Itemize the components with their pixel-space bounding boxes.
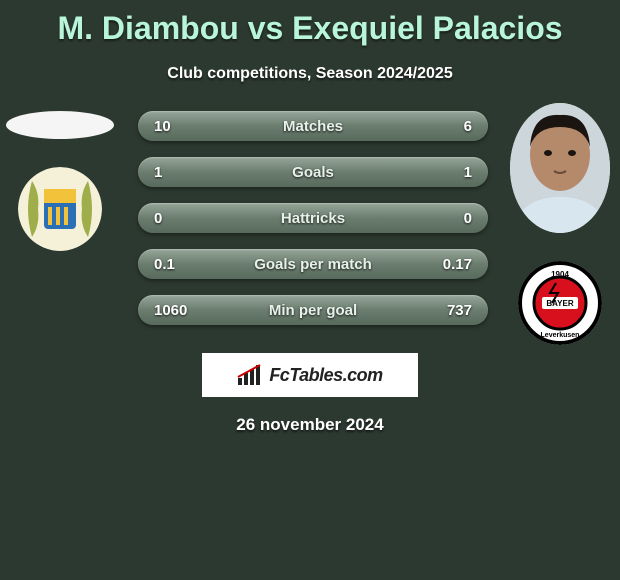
right-club-badge: BAYER 1904 Leverkusen [518,261,602,345]
wreath-crest-icon [18,167,102,251]
stats-list: 10 Matches 6 1 Goals 1 0 Hattricks 0 0.1… [138,111,488,325]
page-title: M. Diambou vs Exequiel Palacios [0,0,620,47]
svg-text:BAYER: BAYER [546,299,573,308]
player-face-icon [510,103,610,233]
svg-text:1904: 1904 [551,270,569,279]
right-player-photo [510,103,610,233]
stat-label: Matches [138,118,488,135]
stat-label: Hattricks [138,210,488,227]
left-player-column [0,111,120,251]
stat-row-matches: 10 Matches 6 [138,111,488,141]
stat-label: Goals per match [138,256,488,273]
comparison-content: BAYER 1904 Leverkusen 10 Matches 6 1 Goa… [0,111,620,435]
stat-label: Goals [138,164,488,181]
svg-text:Leverkusen: Leverkusen [541,332,580,339]
stat-label: Min per goal [138,302,488,319]
stat-row-gpm: 0.1 Goals per match 0.17 [138,249,488,279]
stat-row-hattricks: 0 Hattricks 0 [138,203,488,233]
right-player-column: BAYER 1904 Leverkusen [500,111,620,345]
footer-logo-box: FcTables.com [202,353,418,397]
footer-date: 26 november 2024 [0,415,620,435]
leverkusen-crest-icon: BAYER 1904 Leverkusen [518,261,602,345]
footer-brand: FcTables.com [269,365,382,386]
bars-icon [237,364,263,386]
stat-row-goals: 1 Goals 1 [138,157,488,187]
left-player-photo [6,111,114,139]
stat-row-mpg: 1060 Min per goal 737 [138,295,488,325]
left-club-badge [18,167,102,251]
page-subtitle: Club competitions, Season 2024/2025 [0,65,620,83]
